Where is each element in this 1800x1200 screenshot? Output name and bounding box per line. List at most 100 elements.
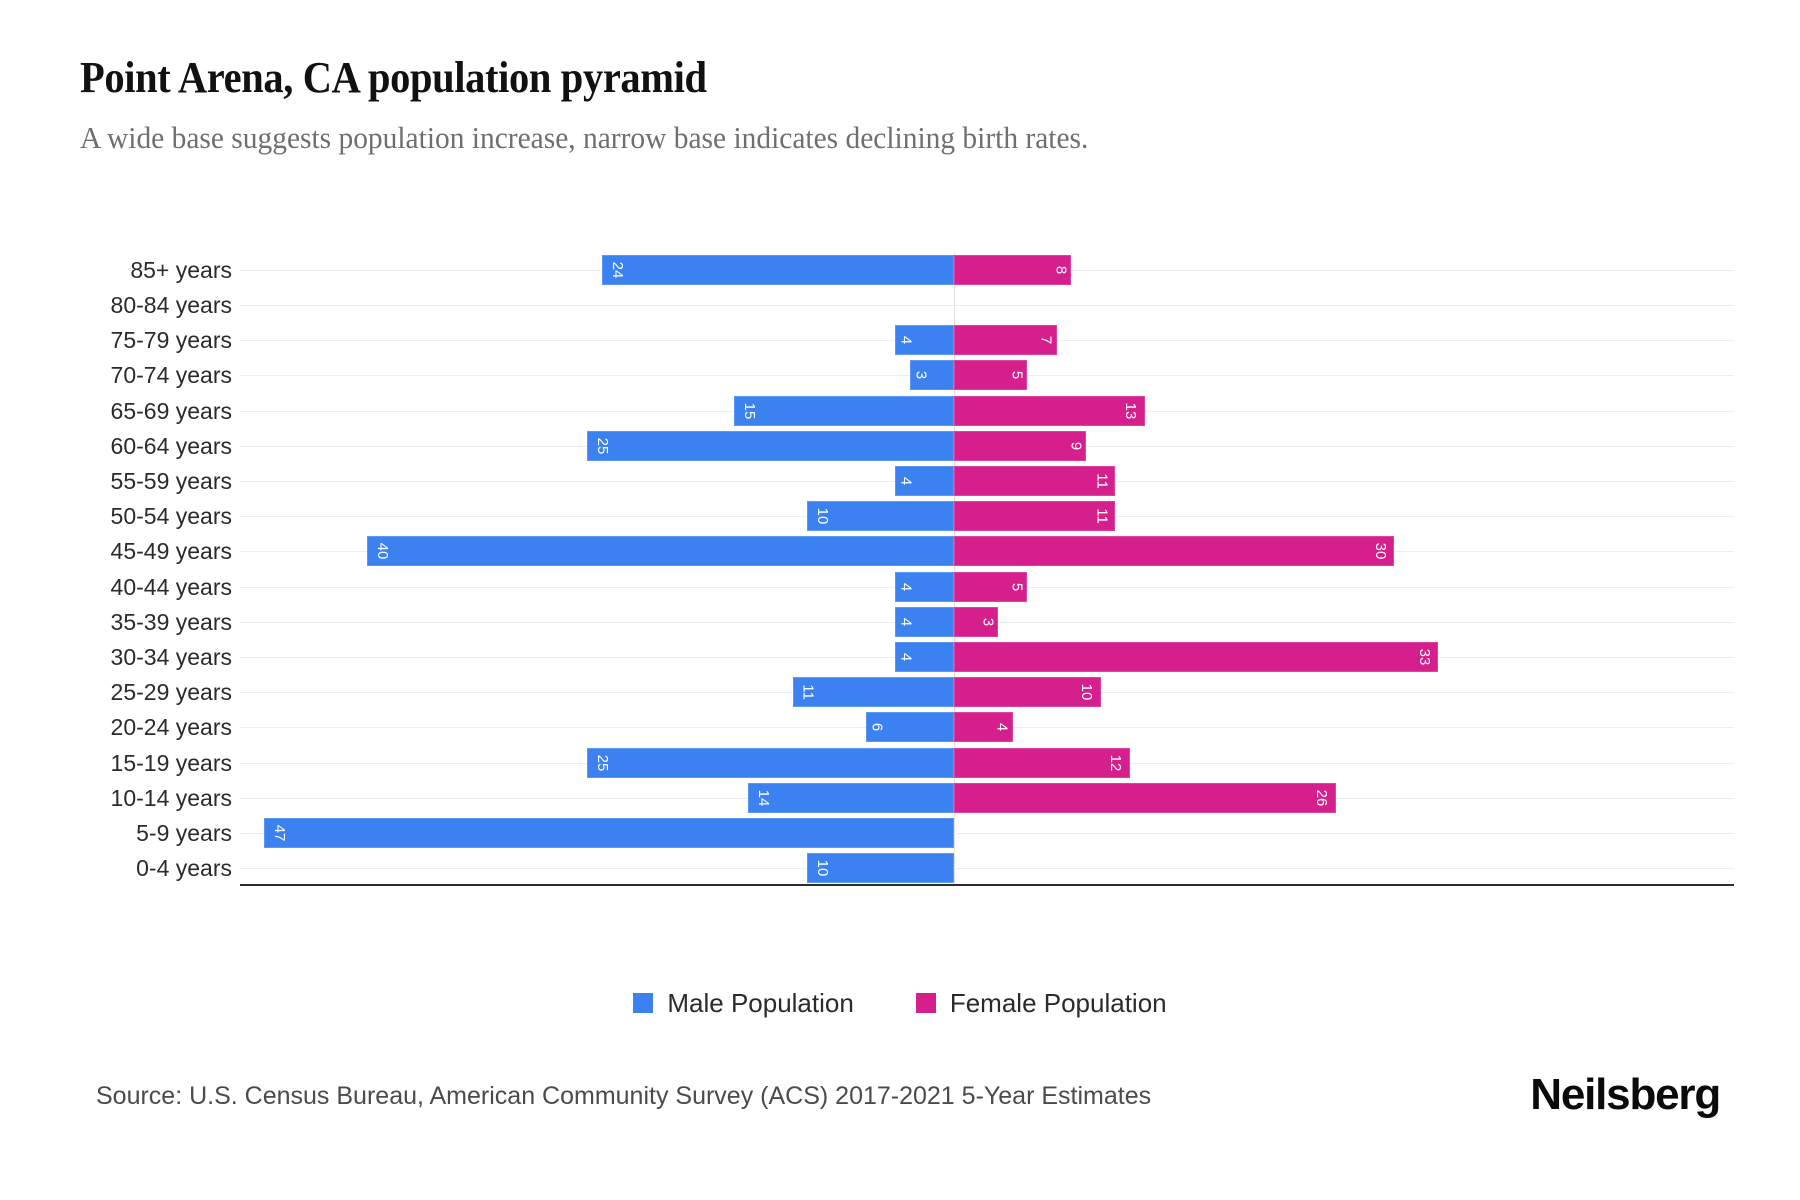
y-axis-label: 40-44 years xyxy=(110,574,232,600)
male-bar[interactable]: 6 xyxy=(865,712,954,742)
male-bar-value: 14 xyxy=(755,789,773,807)
y-axis-label: 70-74 years xyxy=(110,362,232,388)
male-bar[interactable]: 4 xyxy=(895,607,954,637)
female-bar-value: 8 xyxy=(1052,265,1070,275)
male-bar-value: 4 xyxy=(897,617,915,627)
y-axis-label: 15-19 years xyxy=(110,750,232,776)
y-axis-label: 55-59 years xyxy=(110,468,232,494)
male-bar-value: 10 xyxy=(814,859,832,877)
male-bar[interactable]: 24 xyxy=(601,255,954,285)
female-bar[interactable]: 30 xyxy=(954,536,1395,566)
female-bar-value: 11 xyxy=(1093,473,1111,489)
y-axis-label: 65-69 years xyxy=(110,398,232,424)
female-bar-value: 4 xyxy=(994,722,1012,732)
x-axis-baseline xyxy=(240,884,1734,886)
male-bar[interactable]: 25 xyxy=(586,748,954,778)
male-bar-value: 15 xyxy=(740,402,758,420)
female-bar-value: 12 xyxy=(1107,754,1125,772)
female-legend-swatch xyxy=(915,993,936,1013)
y-axis-label: 35-39 years xyxy=(110,609,232,635)
male-bar-value: 4 xyxy=(897,582,915,592)
male-bar-value: 4 xyxy=(897,476,915,486)
male-bar[interactable]: 3 xyxy=(909,360,954,390)
female-bar[interactable]: 33 xyxy=(954,642,1439,672)
female-bar[interactable]: 10 xyxy=(954,677,1101,707)
female-bar-value: 26 xyxy=(1312,789,1330,807)
female-bar[interactable]: 5 xyxy=(954,572,1028,602)
male-bar[interactable]: 10 xyxy=(807,501,954,531)
female-bar[interactable]: 9 xyxy=(954,431,1087,461)
gridline xyxy=(240,833,1734,834)
male-bar-value: 47 xyxy=(270,824,288,842)
female-bar-value: 5 xyxy=(1008,370,1026,380)
chart-row: 24 8 xyxy=(240,255,1734,285)
female-bar[interactable]: 8 xyxy=(954,255,1072,285)
y-axis-label: 45-49 years xyxy=(110,538,232,564)
chart-grid: 24 8 4 7 3 5 15 13 25 9 4 11 10 11 40 30 4 5 4 3 4 33 11 10 6 4 25… xyxy=(240,252,1734,886)
female-bar[interactable]: 11 xyxy=(954,466,1116,496)
male-bar[interactable]: 10 xyxy=(807,853,954,883)
female-bar-value: 10 xyxy=(1077,683,1095,701)
legend-item[interactable]: Male Population xyxy=(633,990,854,1016)
female-bar[interactable]: 13 xyxy=(954,396,1145,426)
male-bar[interactable]: 4 xyxy=(895,466,954,496)
chart-row: 4 11 xyxy=(240,466,1734,496)
male-bar[interactable]: 14 xyxy=(748,783,954,813)
male-bar-value: 40 xyxy=(373,542,391,560)
female-bar[interactable]: 3 xyxy=(954,607,999,637)
chart-row: 4 33 xyxy=(240,642,1734,672)
legend-label: Female Population xyxy=(949,988,1167,1018)
male-bar[interactable]: 25 xyxy=(586,431,954,461)
female-bar-value: 13 xyxy=(1122,402,1139,420)
brand-logo: Neilsberg xyxy=(1530,1070,1721,1119)
female-bar[interactable]: 4 xyxy=(954,712,1013,742)
y-axis-label: 10-14 years xyxy=(110,785,232,811)
chart-legend: Male Population Female Population xyxy=(0,990,1800,1016)
chart-row: 14 26 xyxy=(240,783,1734,813)
y-axis-label: 30-34 years xyxy=(110,644,232,670)
male-bar-value: 11 xyxy=(798,684,816,700)
chart-row: 11 10 xyxy=(240,677,1734,707)
male-bar[interactable]: 15 xyxy=(733,396,954,426)
male-bar[interactable]: 47 xyxy=(264,818,954,848)
page-title: Point Arena, CA population pyramid xyxy=(80,53,707,102)
chart-row: 10 xyxy=(240,853,1734,883)
gridline xyxy=(240,868,1734,869)
y-axis-label: 80-84 years xyxy=(110,292,232,318)
male-bar-value: 25 xyxy=(593,754,611,772)
chart-footer: Source: U.S. Census Bureau, American Com… xyxy=(0,1070,1800,1140)
female-bar[interactable]: 7 xyxy=(954,325,1057,355)
y-axis-label: 20-24 years xyxy=(110,714,232,740)
male-bar[interactable]: 4 xyxy=(895,572,954,602)
female-bar-value: 11 xyxy=(1093,508,1111,524)
female-bar-value: 7 xyxy=(1038,335,1056,345)
chart-row: 47 xyxy=(240,818,1734,848)
y-axis-labels: 85+ years 80-84 years 75-79 years 70-74 yea… xyxy=(0,252,232,886)
female-bar-value: 33 xyxy=(1415,648,1433,666)
female-bar[interactable]: 26 xyxy=(954,783,1336,813)
male-bar[interactable]: 40 xyxy=(366,536,954,566)
male-bar-value: 4 xyxy=(897,652,915,662)
gridline xyxy=(240,305,1734,306)
male-bar-value: 6 xyxy=(868,722,886,732)
male-bar[interactable]: 11 xyxy=(792,677,954,707)
chart-row: 25 9 xyxy=(240,431,1734,461)
female-bar[interactable]: 12 xyxy=(954,748,1131,778)
legend-item[interactable]: Female Population xyxy=(915,988,1167,1018)
y-axis-label: 25-29 years xyxy=(110,679,232,705)
male-bar[interactable]: 4 xyxy=(895,642,954,672)
male-bar[interactable]: 4 xyxy=(895,325,954,355)
y-axis-label: 60-64 years xyxy=(110,433,232,459)
y-axis-label: 85+ years xyxy=(130,257,232,283)
y-axis-label: 5-9 years xyxy=(136,820,232,846)
y-axis-label: 75-79 years xyxy=(110,327,232,353)
chart-row: 15 13 xyxy=(240,396,1734,426)
chart-subtitle: A wide base suggests population increase… xyxy=(80,120,1089,155)
female-bar[interactable]: 5 xyxy=(954,360,1028,390)
female-bar-value: 9 xyxy=(1067,441,1085,451)
female-bar[interactable]: 11 xyxy=(954,501,1116,531)
